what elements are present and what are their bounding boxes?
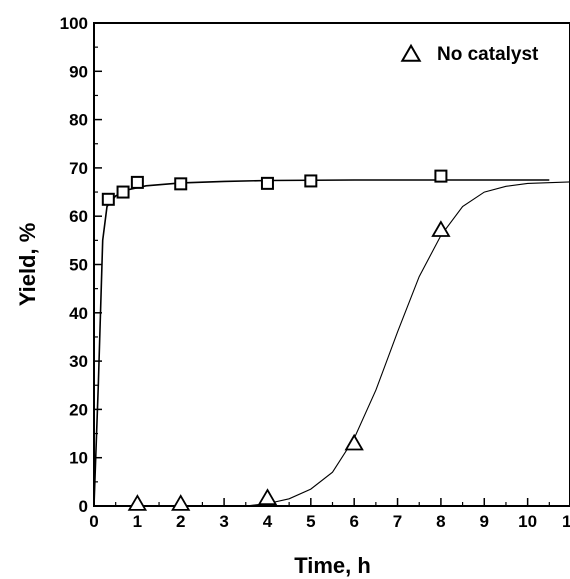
catalyst-square-marker: [174, 177, 188, 191]
y-tick-label: 30: [69, 352, 88, 371]
x-tick-label: 6: [349, 512, 358, 531]
catalyst-square-marker: [130, 175, 144, 189]
x-tick-label: 2: [176, 512, 185, 531]
fit-curves: [93, 179, 570, 507]
axes: 0 1 2 3 4 5 6 7 8 9 10 11 0 10 20 30 40 50 60 70 80 90 100: [60, 14, 570, 531]
x-tick-label: 4: [263, 512, 273, 531]
legend-triangle-marker: [400, 43, 422, 62]
catalyst-square-marker: [304, 174, 318, 188]
no_catalyst-triangle-marker: [257, 488, 278, 506]
y-tick-label: 90: [69, 62, 88, 81]
catalyst-square-marker: [260, 176, 274, 190]
catalyst-square-marker: [116, 185, 130, 199]
legend-label-no-catalyst: No catalyst: [437, 44, 539, 65]
catalyst-square-marker: [434, 169, 448, 183]
no_catalyst-triangle-marker: [344, 433, 364, 451]
no_catalyst-triangle-marker: [127, 494, 148, 511]
y-tick-label: 10: [69, 449, 88, 468]
x-tick-label: 0: [89, 512, 98, 531]
data-markers: [101, 169, 451, 511]
x-axis-title: Time, h: [294, 553, 371, 578]
x-tick-label: 3: [219, 512, 228, 531]
y-tick-label: 20: [69, 400, 88, 419]
catalyst-square-marker: [101, 192, 115, 206]
legend: No catalyst: [400, 43, 539, 65]
x-tick-label: 7: [393, 512, 402, 531]
y-tick-label: 100: [60, 14, 88, 33]
x-tick-label: 5: [306, 512, 315, 531]
y-tick-label: 50: [69, 256, 88, 275]
catalyst-fit-line: [93, 179, 550, 507]
y-tick-label: 0: [79, 497, 88, 516]
x-tick-label: 9: [480, 512, 489, 531]
y-tick-label: 70: [69, 159, 88, 178]
no_catalyst-fit-line: [245, 181, 570, 507]
x-tick-label: 1: [133, 512, 142, 531]
y-tick-label: 40: [69, 304, 88, 323]
y-tick-label: 60: [69, 207, 88, 226]
x-tick-label: 11: [562, 512, 570, 531]
x-tick-label: 10: [518, 512, 537, 531]
no_catalyst-triangle-marker: [431, 220, 451, 237]
y-axis-title: Yield, %: [15, 223, 40, 307]
plot-frame: [93, 22, 570, 507]
y-tick-label: 80: [69, 111, 88, 130]
x-tick-label: 8: [436, 512, 445, 531]
no_catalyst-triangle-marker: [171, 494, 191, 511]
